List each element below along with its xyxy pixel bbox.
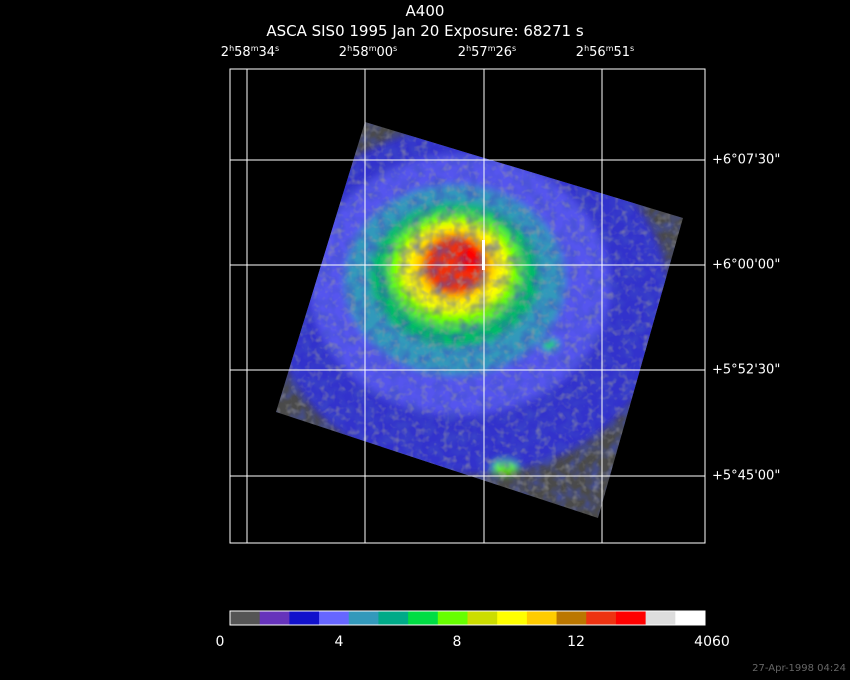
colorbar-tick-2: 8	[452, 634, 462, 650]
colorbar-swatch-10	[526, 611, 558, 625]
colorbar-frame	[229, 610, 706, 626]
timestamp: 27-Apr-1998 04:24	[752, 663, 846, 674]
colorbar-swatch-15	[675, 611, 706, 625]
colorbar-swatch-12	[586, 611, 617, 625]
colorbar-tick-3: 12	[567, 634, 585, 650]
colorbar-tick-0: 0	[215, 634, 225, 650]
dec-label-0: +6°07'30"	[712, 152, 781, 168]
dec-label-3: +5°45'00"	[712, 468, 781, 484]
image-subtitle: ASCA SIS0 1995 Jan 20 Exposure: 68271 s	[266, 22, 584, 40]
colorbar-swatch-13	[615, 611, 647, 625]
ra-label-3: 2h56m51s	[575, 44, 635, 60]
dec-label-2: +5°52'30"	[712, 362, 781, 378]
colorbar	[230, 611, 706, 625]
colorbar-swatch-11	[556, 611, 587, 625]
image-title: A400	[405, 2, 445, 20]
colorbar-swatch-7	[437, 611, 468, 625]
dec-label-1: +6°00'00"	[712, 257, 781, 273]
ra-label-2: 2h57m26s	[457, 44, 517, 60]
colorbar-swatch-1	[259, 611, 290, 625]
colorbar-swatch-2	[289, 611, 320, 625]
colorbar-swatch-4	[348, 611, 379, 625]
coordinate-grid	[229, 68, 706, 544]
colorbar-tick-4: 4060	[694, 634, 730, 650]
colorbar-swatch-8	[467, 611, 498, 625]
colorbar-swatch-3	[319, 611, 350, 625]
colorbar-tick-1: 4	[334, 634, 344, 650]
ra-label-1: 2h58m00s	[338, 44, 398, 60]
colorbar-swatch-5	[378, 611, 409, 625]
colorbar-swatch-9	[497, 611, 528, 625]
colorbar-swatch-14	[645, 611, 676, 625]
colorbar-swatch-6	[408, 611, 439, 625]
colorbar-swatch-0	[230, 611, 261, 625]
ra-label-0: 2h58m34s	[220, 44, 280, 60]
